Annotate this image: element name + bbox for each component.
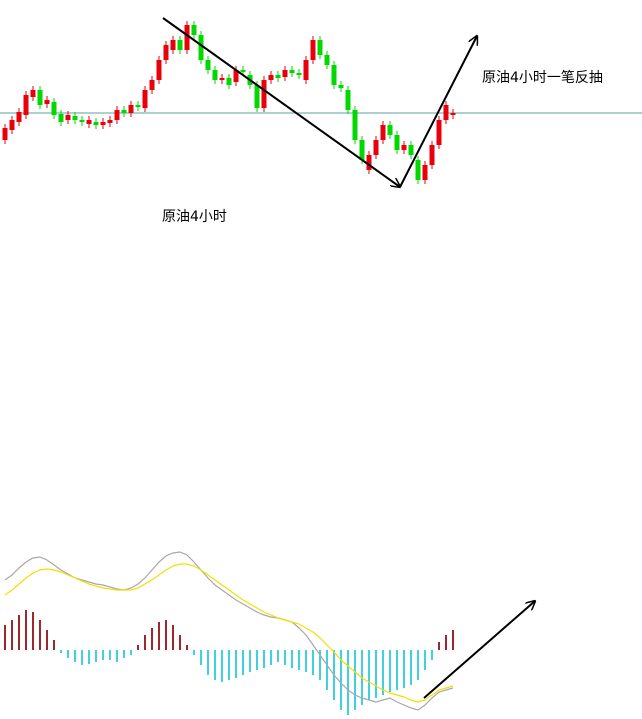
- candle-body: [240, 70, 246, 72]
- candle-body: [170, 40, 176, 50]
- candle-body: [107, 120, 113, 123]
- candle-body: [359, 140, 365, 160]
- trend-arrow: [423, 601, 535, 699]
- candle-body: [317, 40, 323, 55]
- candle-body: [324, 55, 330, 65]
- candle-body: [114, 110, 120, 120]
- candle-body: [226, 78, 232, 85]
- candle-body: [121, 110, 127, 113]
- annotation: 原油4小时: [162, 209, 227, 225]
- macd-panel: [4, 551, 454, 715]
- candle-body: [261, 80, 267, 108]
- candle-body: [198, 35, 204, 60]
- candle-body: [275, 75, 281, 78]
- candle-body: [422, 165, 428, 180]
- candle-body: [219, 78, 225, 80]
- price-panel: [0, 21, 642, 184]
- candle-body: [345, 90, 351, 110]
- candle-body: [191, 25, 197, 35]
- candle-body: [254, 85, 260, 108]
- candle-body: [16, 112, 22, 122]
- candle-body: [443, 105, 449, 120]
- annotation: 原油4小时一笔反抽: [482, 70, 603, 86]
- candle-body: [79, 120, 85, 122]
- candle-body: [429, 145, 435, 165]
- candle-body: [72, 116, 78, 120]
- candle-body: [233, 70, 239, 82]
- candle-body: [268, 75, 274, 80]
- candle-body: [30, 90, 36, 97]
- candle-body: [9, 120, 15, 130]
- macd-line: [4, 551, 454, 711]
- trend-arrow: [162, 17, 400, 187]
- candle-body: [352, 110, 358, 140]
- candle-body: [436, 120, 442, 145]
- candle-body: [44, 100, 50, 104]
- candle-body: [408, 145, 414, 155]
- candle-body: [100, 122, 106, 125]
- candle-body: [331, 65, 337, 85]
- candle-body: [184, 25, 190, 50]
- candle-body: [93, 122, 99, 125]
- candle-body: [65, 115, 71, 120]
- candle-body: [163, 45, 169, 60]
- candle-body: [149, 80, 155, 90]
- candle-body: [58, 114, 64, 122]
- candle-body: [135, 105, 141, 107]
- candle-body: [289, 70, 295, 73]
- candle-body: [366, 155, 372, 170]
- candle-body: [51, 102, 57, 115]
- macd-line: [4, 563, 454, 703]
- candle-body: [401, 145, 407, 150]
- candle-body: [387, 125, 393, 135]
- candle-body: [380, 125, 386, 140]
- candle-body: [450, 113, 456, 115]
- candle-body: [2, 128, 8, 140]
- candle-body: [177, 40, 183, 50]
- candle-body: [23, 95, 29, 115]
- candle-body: [394, 135, 400, 150]
- candle-body: [205, 60, 211, 70]
- candle-body: [128, 105, 134, 113]
- candle-body: [212, 70, 218, 80]
- candle-body: [310, 40, 316, 60]
- candle-body: [303, 60, 309, 80]
- candle-body: [37, 90, 43, 105]
- candle-body: [296, 73, 302, 75]
- candle-body: [282, 70, 288, 77]
- trend-arrow: [399, 36, 477, 188]
- candle-body: [156, 60, 162, 80]
- candle-body: [142, 90, 148, 108]
- candle-body: [373, 140, 379, 155]
- candle-body: [86, 120, 92, 124]
- candle-body: [415, 160, 421, 180]
- candle-body: [338, 85, 344, 88]
